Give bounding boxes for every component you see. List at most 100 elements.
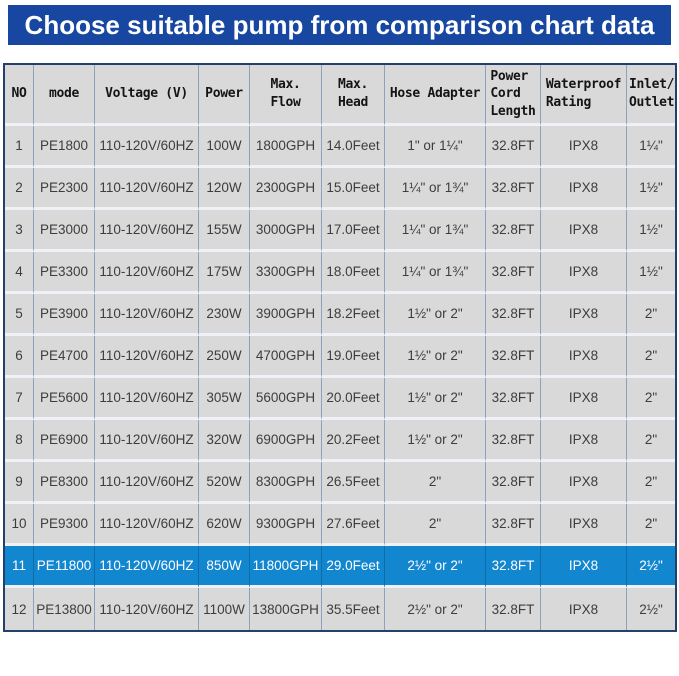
header-row: NO mode Voltage (V) Power Max. Flow Max. Head… (5, 65, 675, 126)
cell-inlet: 2½" (627, 588, 675, 630)
cell-no: 3 (5, 210, 34, 252)
cell-head: 18.0Feet (322, 252, 385, 294)
cell-flow: 2300GPH (250, 168, 322, 210)
cell-waterproof: IPX8 (541, 168, 627, 210)
cell-voltage: 110-120V/60HZ (95, 588, 199, 630)
cell-head: 35.5Feet (322, 588, 385, 630)
cell-voltage: 110-120V/60HZ (95, 336, 199, 378)
cell-waterproof: IPX8 (541, 378, 627, 420)
pump-comparison-table: NO mode Voltage (V) Power Max. Flow Max. Head… (3, 63, 677, 632)
cell-cord: 32.8FT (486, 588, 541, 630)
cell-no: 7 (5, 378, 34, 420)
table-row: 8 PE6900 110-120V/60HZ 320W 6900GPH 20.2Feet 1… (5, 420, 675, 462)
cell-inlet: 2½" (627, 546, 675, 588)
cell-head: 20.0Feet (322, 378, 385, 420)
cell-power: 250W (199, 336, 250, 378)
cell-power: 120W (199, 168, 250, 210)
cell-flow: 1800GPH (250, 126, 322, 168)
cell-no: 4 (5, 252, 34, 294)
table-header: NO mode Voltage (V) Power Max. Flow Max. Head… (5, 65, 675, 126)
cell-head: 14.0Feet (322, 126, 385, 168)
cell-no: 6 (5, 336, 34, 378)
cell-head: 27.6Feet (322, 504, 385, 546)
table-body: 1 PE1800 110-120V/60HZ 100W 1800GPH 14.0Feet 1… (5, 126, 675, 630)
cell-hose: 1½" or 2" (385, 420, 486, 462)
cell-voltage: 110-120V/60HZ (95, 168, 199, 210)
cell-cord: 32.8FT (486, 210, 541, 252)
cell-power: 520W (199, 462, 250, 504)
cell-no: 5 (5, 294, 34, 336)
col-header-head: Max. Head (322, 65, 385, 126)
cell-inlet: 2" (627, 504, 675, 546)
cell-cord: 32.8FT (486, 336, 541, 378)
cell-waterproof: IPX8 (541, 462, 627, 504)
cell-power: 175W (199, 252, 250, 294)
cell-power: 620W (199, 504, 250, 546)
cell-cord: 32.8FT (486, 294, 541, 336)
col-header-mode: mode (34, 65, 95, 126)
cell-cord: 32.8FT (486, 126, 541, 168)
col-header-power: Power (199, 65, 250, 126)
col-header-label: Inlet/ Outlet (629, 77, 675, 110)
cell-voltage: 110-120V/60HZ (95, 378, 199, 420)
cell-hose: 2" (385, 462, 486, 504)
cell-voltage: 110-120V/60HZ (95, 420, 199, 462)
cell-mode: PE9300 (34, 504, 95, 546)
col-header-flow: Max. Flow (250, 65, 322, 126)
cell-flow: 11800GPH (250, 546, 322, 588)
cell-inlet: 1¼" (627, 126, 675, 168)
cell-hose: 1½" or 2" (385, 378, 486, 420)
col-header-label: Power Cord Length (490, 68, 536, 119)
cell-power: 230W (199, 294, 250, 336)
cell-inlet: 1½" (627, 210, 675, 252)
page-title: Choose suitable pump from comparison cha… (8, 5, 671, 45)
cell-head: 15.0Feet (322, 168, 385, 210)
cell-inlet: 1½" (627, 168, 675, 210)
cell-mode: PE13800 (34, 588, 95, 630)
col-header-inlet: Inlet/ Outlet (627, 65, 675, 126)
cell-waterproof: IPX8 (541, 294, 627, 336)
cell-power: 320W (199, 420, 250, 462)
table-row: 9 PE8300 110-120V/60HZ 520W 8300GPH 26.5Feet 2… (5, 462, 675, 504)
col-header-label: Max. Flow (270, 77, 301, 110)
cell-hose: 1¼" or 1¾" (385, 168, 486, 210)
cell-flow: 5600GPH (250, 378, 322, 420)
cell-flow: 9300GPH (250, 504, 322, 546)
cell-hose: 1¼" or 1¾" (385, 210, 486, 252)
cell-waterproof: IPX8 (541, 126, 627, 168)
cell-cord: 32.8FT (486, 252, 541, 294)
table-row: 12 PE13800 110-120V/60HZ 1100W 13800GPH 35.5F… (5, 588, 675, 630)
table-row: 3 PE3000 110-120V/60HZ 155W 3000GPH 17.0Feet 1… (5, 210, 675, 252)
table-row: 4 PE3300 110-120V/60HZ 175W 3300GPH 18.0Feet 1… (5, 252, 675, 294)
col-header-no: NO (5, 65, 34, 126)
col-header-label: Voltage (V) (105, 86, 188, 102)
col-header-voltage: Voltage (V) (95, 65, 199, 126)
table-row: 6 PE4700 110-120V/60HZ 250W 4700GPH 19.0Feet 1… (5, 336, 675, 378)
cell-waterproof: IPX8 (541, 210, 627, 252)
cell-no: 10 (5, 504, 34, 546)
cell-head: 26.5Feet (322, 462, 385, 504)
cell-no: 12 (5, 588, 34, 630)
cell-hose: 1½" or 2" (385, 336, 486, 378)
cell-waterproof: IPX8 (541, 420, 627, 462)
cell-power: 305W (199, 378, 250, 420)
cell-waterproof: IPX8 (541, 252, 627, 294)
cell-inlet: 1½" (627, 252, 675, 294)
col-header-label: Power (205, 86, 243, 102)
col-header-label: mode (48, 86, 80, 102)
cell-mode: PE3000 (34, 210, 95, 252)
cell-voltage: 110-120V/60HZ (95, 504, 199, 546)
cell-mode: PE2300 (34, 168, 95, 210)
cell-no: 8 (5, 420, 34, 462)
col-header-waterproof: Waterproof Rating (541, 65, 627, 126)
cell-hose: 1¼" or 1¾" (385, 252, 486, 294)
cell-inlet: 2" (627, 294, 675, 336)
cell-cord: 32.8FT (486, 378, 541, 420)
cell-voltage: 110-120V/60HZ (95, 252, 199, 294)
cell-waterproof: IPX8 (541, 588, 627, 630)
cell-voltage: 110-120V/60HZ (95, 294, 199, 336)
cell-waterproof: IPX8 (541, 504, 627, 546)
cell-mode: PE4700 (34, 336, 95, 378)
cell-power: 155W (199, 210, 250, 252)
cell-cord: 32.8FT (486, 462, 541, 504)
